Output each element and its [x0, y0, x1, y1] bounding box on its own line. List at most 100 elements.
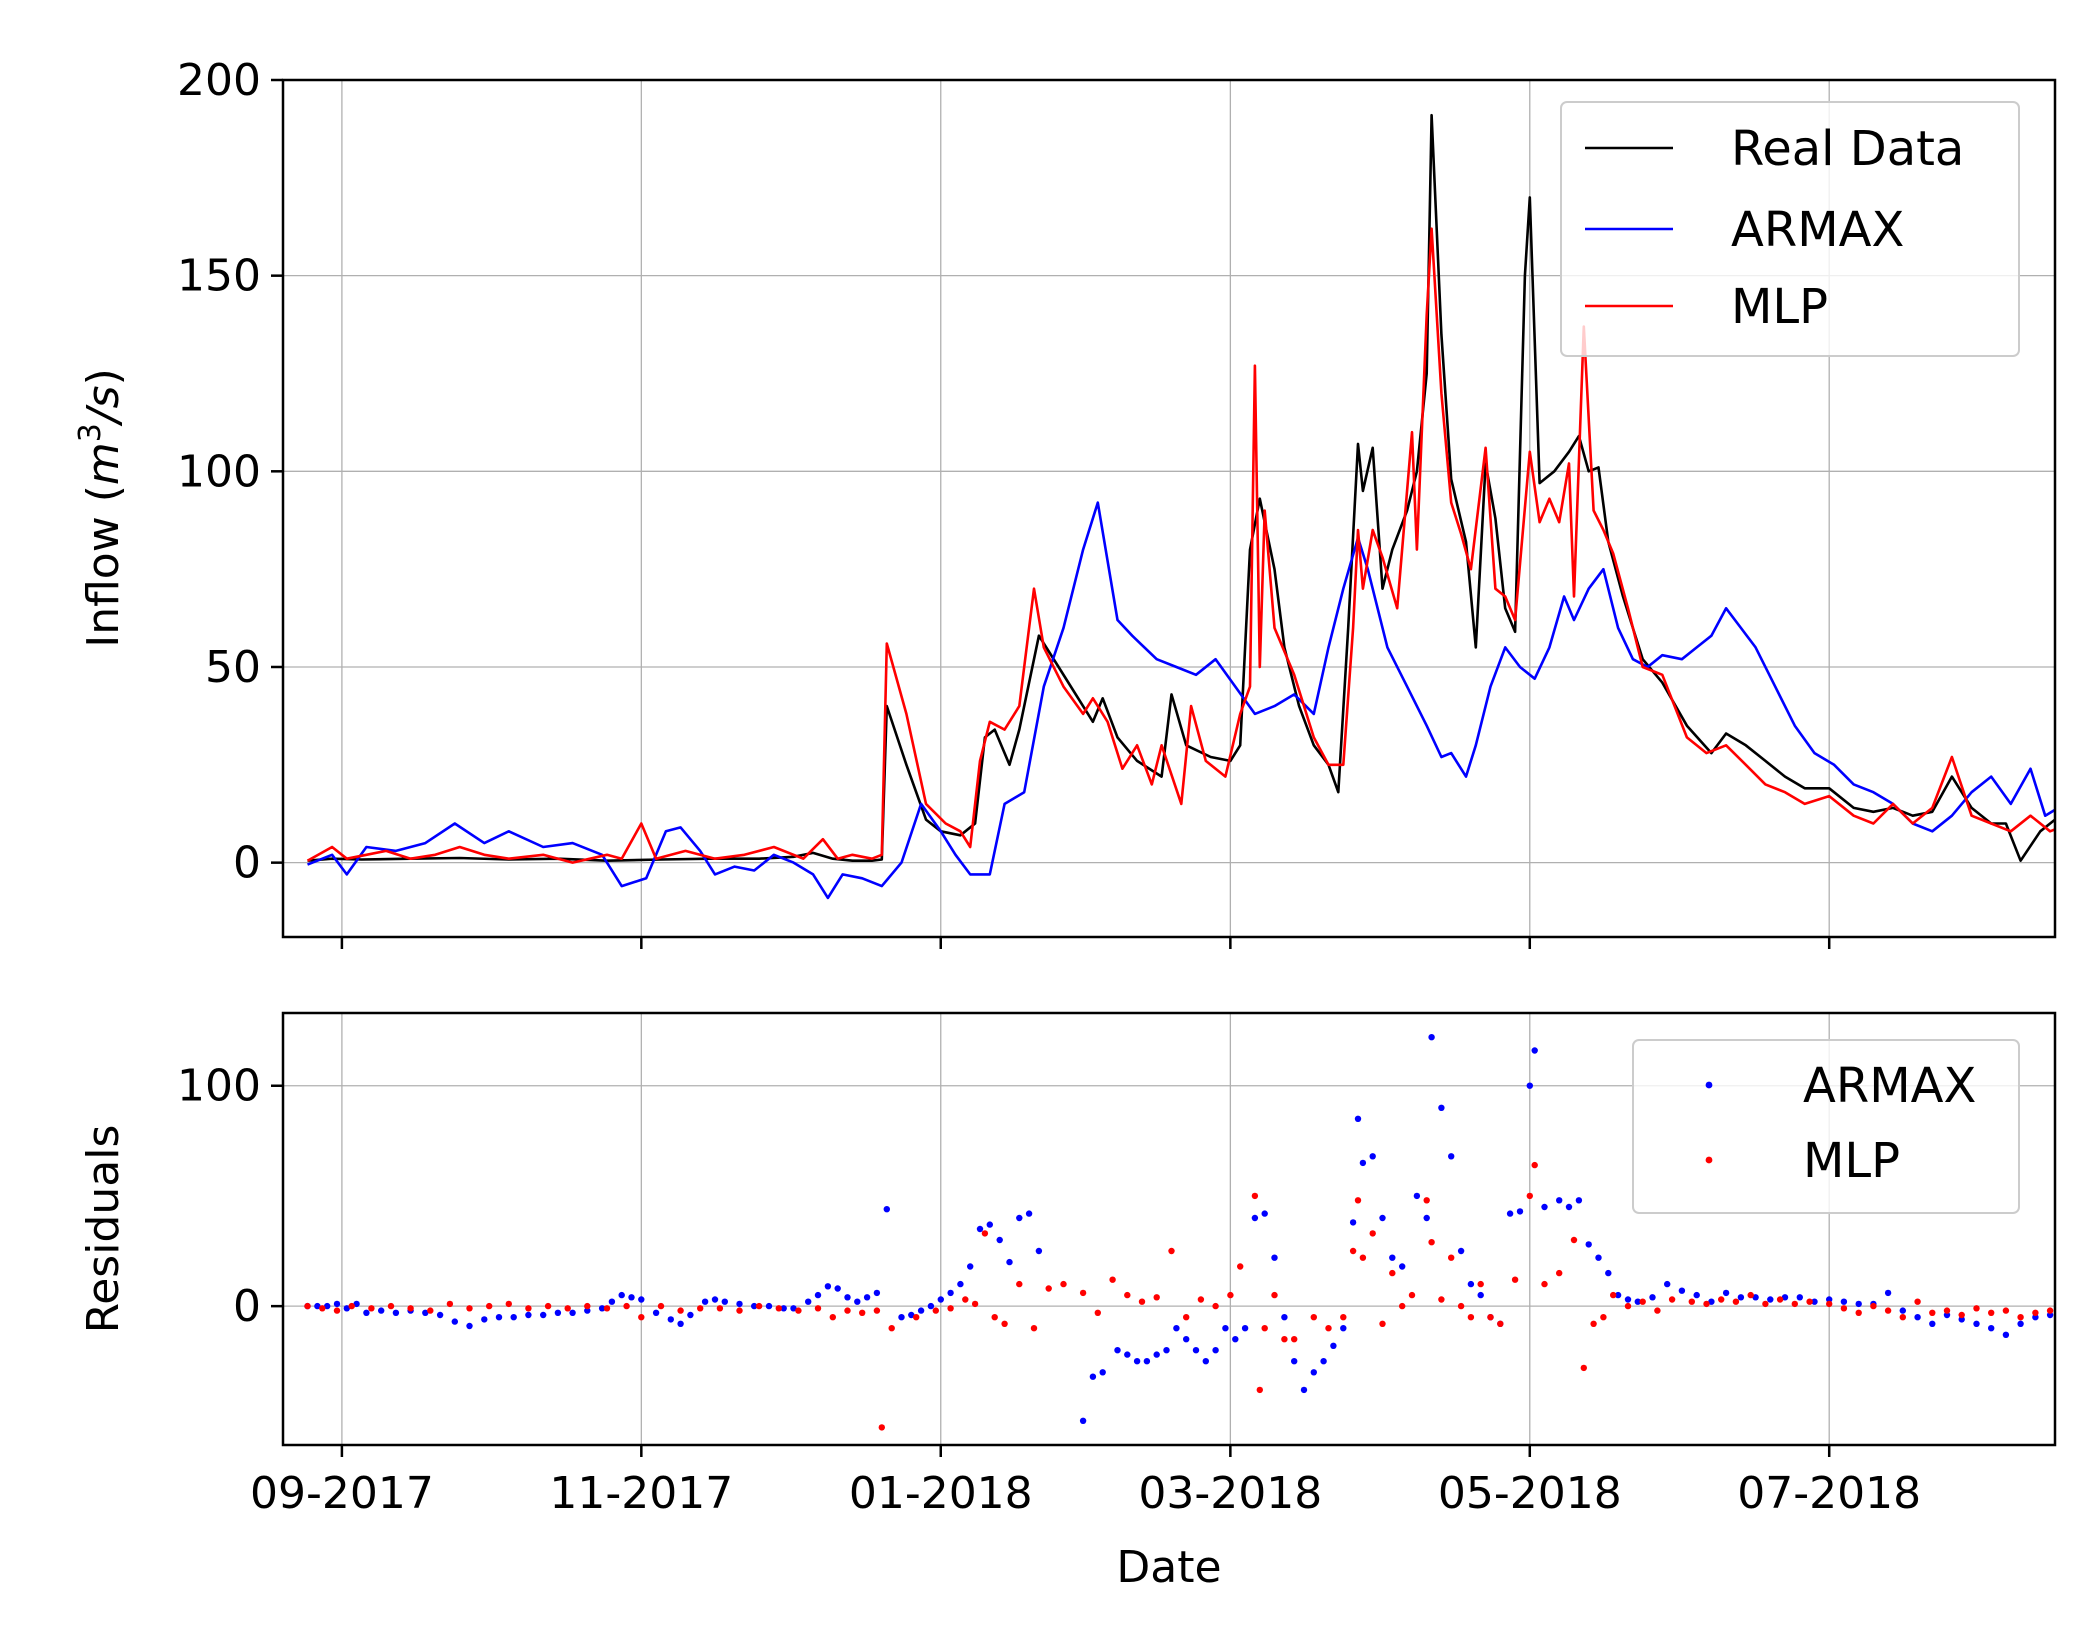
residuals-point-mlp-9 [466, 1305, 473, 1312]
residuals-point-armax-114 [1575, 1197, 1583, 1204]
residuals-point-armax-47 [883, 1206, 890, 1213]
residuals-point-mlp-112 [1899, 1314, 1907, 1321]
residuals-point-mlp-111 [1884, 1307, 1892, 1314]
inflow-y-tick-label-0: 0 [233, 838, 261, 889]
residuals-point-mlp-110 [1870, 1302, 1877, 1310]
residuals-point-mlp-21 [697, 1305, 704, 1312]
residuals-point-mlp-37 [962, 1296, 969, 1303]
residuals-point-armax-33 [721, 1298, 728, 1305]
residuals-point-mlp-117 [1973, 1305, 1980, 1312]
residuals-point-armax-128 [1752, 1294, 1759, 1301]
residuals-point-mlp-122 [2046, 1307, 2054, 1314]
residuals-y-axis-label: Residuals [78, 1125, 129, 1334]
residuals-point-mlp-86 [1531, 1161, 1538, 1169]
inflow-y-tick-label-2: 100 [177, 446, 261, 497]
residuals-point-mlp-25 [775, 1305, 782, 1312]
residuals-point-armax-144 [1988, 1325, 1995, 1332]
residuals-point-mlp-92 [1600, 1314, 1607, 1321]
residuals-point-mlp-49 [1124, 1291, 1131, 1299]
residuals-point-mlp-89 [1570, 1236, 1578, 1244]
residuals-point-armax-87 [1320, 1358, 1327, 1365]
residuals-point-armax-107 [1506, 1210, 1514, 1217]
residuals-point-mlp-104 [1776, 1296, 1784, 1303]
residuals-point-armax-42 [834, 1285, 841, 1292]
residuals-point-mlp-7 [427, 1307, 434, 1314]
residuals-point-mlp-81 [1477, 1280, 1484, 1288]
residuals-point-armax-100 [1438, 1104, 1445, 1112]
residuals-point-mlp-85 [1526, 1192, 1534, 1200]
residuals-point-armax-126 [1722, 1289, 1730, 1297]
residuals-point-armax-133 [1826, 1296, 1833, 1303]
residuals-point-mlp-35 [932, 1307, 939, 1314]
residuals-point-mlp-121 [2032, 1309, 2039, 1317]
residuals-point-armax-113 [1565, 1203, 1573, 1211]
residuals-point-armax-36 [765, 1302, 773, 1310]
residuals-point-armax-8 [392, 1309, 400, 1317]
residuals-point-mlp-34 [913, 1314, 920, 1321]
residuals-point-mlp-57 [1237, 1263, 1244, 1270]
residuals-point-mlp-38 [971, 1300, 979, 1308]
residuals-point-armax-28 [667, 1316, 674, 1323]
inflow-series [306, 113, 2055, 900]
residuals-point-mlp-90 [1580, 1364, 1588, 1372]
residuals-point-mlp-41 [1001, 1320, 1008, 1328]
inflow-y-tick-label-1: 50 [205, 642, 261, 693]
residuals-point-armax-18 [540, 1311, 547, 1319]
residuals-point-armax-146 [2017, 1320, 2024, 1328]
residuals-point-mlp-60 [1261, 1325, 1268, 1332]
residuals-point-armax-101 [1448, 1153, 1455, 1160]
residuals-point-mlp-116 [1958, 1311, 1965, 1319]
residuals-point-armax-69 [1143, 1358, 1151, 1365]
residuals-point-mlp-8 [446, 1300, 454, 1308]
residuals-point-armax-142 [1958, 1316, 1965, 1323]
residuals-point-mlp-5 [387, 1302, 395, 1310]
residuals-point-mlp-16 [603, 1305, 611, 1312]
residuals-legend-swatch-mlp [1705, 1156, 1713, 1164]
residuals-point-mlp-19 [657, 1302, 665, 1310]
residuals-point-mlp-77 [1438, 1296, 1445, 1303]
residuals-point-armax-137 [1884, 1289, 1892, 1297]
residuals-point-mlp-119 [2002, 1307, 2010, 1314]
residuals-point-armax-53 [947, 1289, 954, 1297]
residuals-point-armax-56 [976, 1225, 984, 1233]
residuals-point-mlp-109 [1855, 1309, 1862, 1317]
inflow-y-axis-label-main: Inflow ( [78, 485, 129, 648]
residuals-point-mlp-2 [333, 1307, 341, 1314]
residuals-point-mlp-97 [1668, 1296, 1676, 1303]
residuals-point-mlp-64 [1310, 1314, 1318, 1321]
residuals-point-armax-124 [1693, 1291, 1700, 1299]
residuals-point-armax-127 [1737, 1294, 1745, 1301]
residuals-legend: ARMAX MLP [1632, 1039, 2020, 1214]
residuals-y-tick-label-0: 0 [233, 1281, 261, 1332]
residuals-point-armax-62 [1035, 1247, 1043, 1255]
residuals-point-armax-131 [1796, 1294, 1804, 1301]
residuals-point-armax-130 [1781, 1294, 1789, 1301]
inflow-legend-label-real-data: Real Data [1731, 121, 1964, 177]
residuals-point-armax-75 [1202, 1358, 1210, 1365]
residuals-point-armax-44 [854, 1298, 861, 1305]
inflow-line-armax [307, 501, 2055, 900]
inflow-y-axis-label: Inflow (m3/s) [73, 368, 129, 648]
residuals-point-armax-77 [1222, 1325, 1229, 1332]
residuals-point-armax-71 [1163, 1347, 1170, 1354]
residuals-point-armax-81 [1261, 1210, 1268, 1217]
residuals-point-mlp-105 [1791, 1300, 1799, 1308]
residuals-point-mlp-45 [1060, 1280, 1067, 1288]
residuals-point-armax-92 [1359, 1159, 1367, 1167]
residuals-point-armax-40 [814, 1291, 822, 1299]
residuals-point-armax-2 [324, 1302, 331, 1310]
residuals-point-mlp-32 [878, 1424, 885, 1431]
residuals-point-mlp-53 [1183, 1314, 1190, 1321]
residuals-point-mlp-36 [947, 1305, 954, 1312]
residuals-y-tick-label-1: 100 [177, 1061, 261, 1112]
residuals-point-armax-23 [608, 1298, 616, 1305]
residuals-point-armax-68 [1133, 1358, 1141, 1365]
residuals-point-armax-65 [1099, 1369, 1106, 1376]
residuals-point-mlp-61 [1271, 1291, 1278, 1299]
residuals-point-armax-55 [967, 1263, 974, 1270]
residuals-point-mlp-108 [1840, 1305, 1848, 1312]
residuals-point-armax-21 [584, 1307, 591, 1314]
residuals-point-mlp-123 [2062, 1270, 2068, 1276]
residuals-point-mlp-80 [1467, 1314, 1475, 1321]
residuals-point-mlp-43 [1030, 1325, 1038, 1332]
